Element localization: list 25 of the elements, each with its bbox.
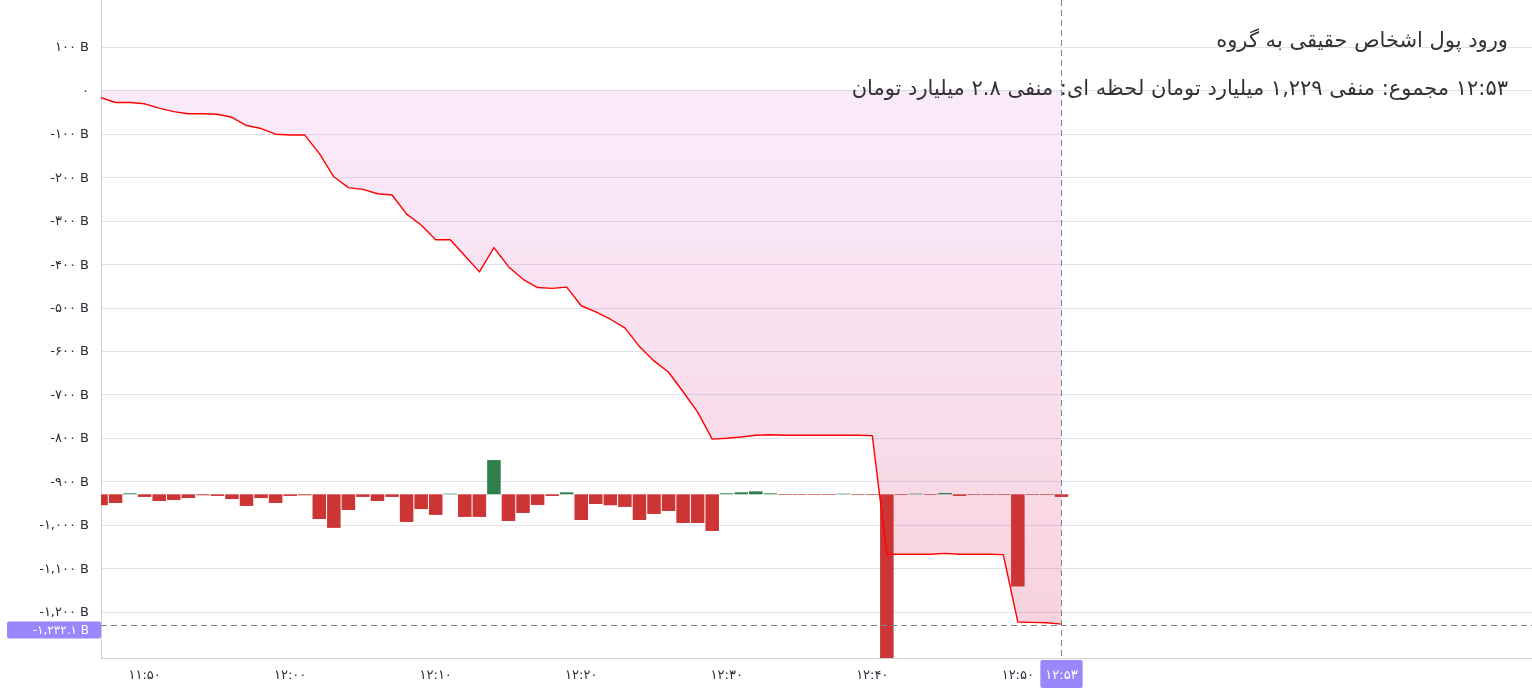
ref-line-label: -۱,۲۳۲.۱ B [32, 623, 89, 637]
x-tick-label: ۱۲:۵۰ [1001, 666, 1034, 682]
y-tick-label: -۱۰۰ B [50, 126, 89, 142]
y-tick-label: -۶۰۰ B [50, 343, 89, 359]
y-tick-label: -۹۰۰ B [50, 473, 89, 489]
x-tick-label: ۱۲:۴۰ [856, 666, 889, 682]
y-tick-label: -۳۰۰ B [50, 213, 89, 229]
y-tick-label: -۱,۰۰۰ B [39, 517, 89, 533]
y-tick-label: -۱,۱۰۰ B [39, 560, 89, 576]
x-tick-label: ۱۲:۳۰ [710, 666, 743, 682]
y-tick-label: -۱,۲۰۰ B [39, 604, 89, 620]
x-tick-label: ۱۲:۰۰ [274, 666, 307, 682]
y-tick-label: -۴۰۰ B [50, 256, 89, 272]
annotation: ۱۲:۵۳ [1045, 666, 1078, 682]
y-tick-label: -۸۰۰ B [50, 430, 89, 446]
subtitle: ۱۲:۵۳ مجموع: منفی ۱,۲۲۹ میلیارد تومان لحظه ای: منفی ۲.۸ میلیارد تومان [851, 76, 1508, 100]
y-tick-label: ۱۰۰ B [55, 39, 89, 55]
title: ورود پول اشخاص حقیقی به گروه [1216, 28, 1508, 52]
x-tick-label: ۱۲:۱۰ [419, 666, 452, 682]
y-tick-label: -۲۰۰ B [50, 169, 89, 185]
x-tick-label: ۱۱:۵۰ [128, 666, 161, 682]
y-tick-label: ۰ [82, 82, 89, 98]
y-tick-label: -۵۰۰ B [50, 300, 89, 315]
x-tick-label: ۱۲:۲۰ [565, 666, 598, 682]
y-tick-label: -۷۰۰ B [50, 386, 89, 402]
